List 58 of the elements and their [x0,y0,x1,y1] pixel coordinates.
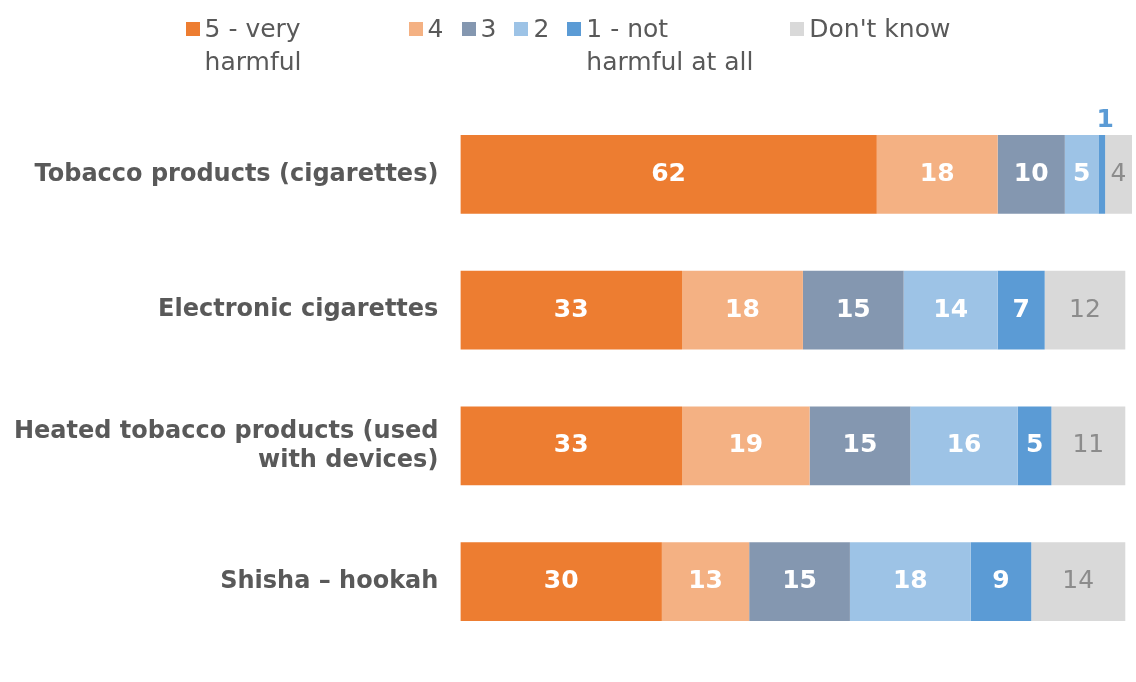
data-label: 5 [1072,157,1091,187]
data-label: 7 [1012,293,1030,323]
bar [910,406,1018,486]
legend-label: 5 - very harmful [204,13,303,78]
legend-label: Don't know [809,13,951,45]
data-label: 33 [553,293,589,323]
data-label: 13 [688,565,723,595]
data-label: 4 [1110,157,1127,187]
bar [1031,542,1126,622]
legend-label: 4 [427,13,444,45]
data-label: 14 [933,293,969,323]
bar [876,134,998,214]
y-tick-label: Heated tobacco products (used with devices) [13,415,439,473]
bar [1098,134,1106,214]
data-label: 15 [835,293,871,323]
data-label: 30 [543,565,579,595]
bar [1051,406,1126,486]
data-label: 16 [946,429,982,459]
data-label: 15 [842,429,878,459]
data-label: 14 [1062,565,1095,595]
data-label: 19 [728,429,764,459]
bar [970,542,1032,622]
bar [682,270,803,350]
bar [997,270,1045,350]
bar [849,542,971,622]
data-label: 18 [725,293,760,323]
data-label: 11 [1072,429,1105,459]
bar [661,542,750,622]
bar [1044,270,1126,350]
bar [903,270,998,350]
bar [809,406,911,486]
data-label: 62 [651,157,686,187]
legend-label: 3 [480,13,497,45]
data-label: 5 [1025,429,1044,459]
bar [460,406,683,486]
bar [749,542,850,622]
bar [1064,134,1099,214]
bar [997,134,1065,214]
legend-label: 1 - not harmful at all [586,13,755,78]
bar [682,406,810,486]
y-tick-label: Tobacco products (cigarettes) [34,158,439,187]
y-tick-label: Electronic cigarettes [158,294,439,323]
data-label: 33 [553,429,589,459]
bar [460,134,877,214]
bar [460,542,662,622]
legend-label: 2 [533,13,550,45]
data-label: 18 [892,565,928,595]
data-label: 18 [919,157,955,187]
bar [802,270,904,350]
y-tick-label: Shisha – hookah [220,565,439,594]
bar [1017,406,1052,486]
data-label: 12 [1069,293,1101,323]
data-label: 10 [1013,157,1049,187]
bar [460,270,683,350]
bar [1105,134,1132,214]
data-label: 15 [782,565,817,595]
data-label: 1 [1096,104,1114,134]
data-label: 9 [992,565,1010,595]
